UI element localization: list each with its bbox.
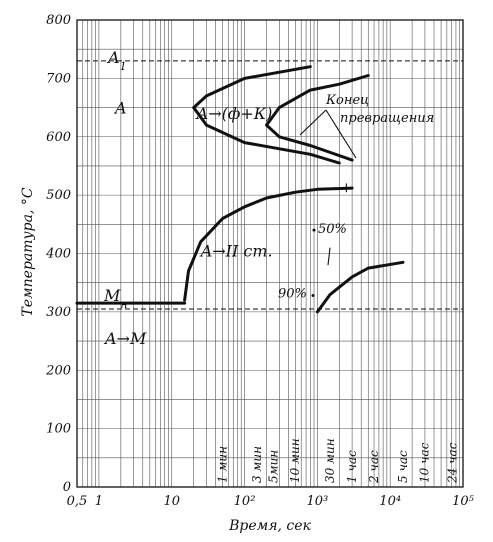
- region-label-martensite: A→M: [103, 329, 147, 348]
- annotation-50: 50%: [318, 222, 347, 237]
- time-label: 10 час: [418, 442, 432, 483]
- x-tick-label: 0,5: [67, 494, 88, 509]
- annotation-leader: [325, 109, 357, 159]
- time-label: 5 час: [396, 450, 410, 483]
- time-label: 1 мин: [215, 446, 229, 483]
- y-tick-label: 700: [46, 71, 71, 86]
- y-tick-label: 600: [46, 130, 71, 145]
- annotation-leader: [299, 109, 327, 136]
- region-label-bainite: A→II ст.: [199, 241, 273, 260]
- x-tick-label: 10: [163, 494, 180, 509]
- time-label: 10 мин: [288, 438, 302, 483]
- annotation-90: 90%: [278, 286, 307, 301]
- curve-pearlite-end: [265, 74, 370, 162]
- annotation-dot: [312, 228, 316, 232]
- time-label: 2 час: [367, 450, 381, 484]
- label-a1: A1: [106, 48, 127, 73]
- time-label: 1 час: [345, 450, 359, 483]
- time-label: 3 мин: [250, 446, 264, 483]
- y-tick-label: 100: [46, 422, 71, 437]
- region-label-pearlite: A→(ф+К): [195, 104, 273, 123]
- y-tick-label: 0: [63, 480, 71, 495]
- y-axis-label: Температура, °С: [20, 187, 36, 316]
- x-axis-label: Время, сек: [228, 518, 311, 534]
- time-label: 30 мин: [323, 438, 337, 483]
- annotations: A A→(ф+К) A→II ст. A→M Конец превращения 50% 90…: [103, 93, 434, 348]
- annotation-leader: [327, 247, 331, 266]
- plot-frame: [76, 19, 464, 488]
- y-tick-label: 400: [45, 247, 71, 262]
- y-tick-label: 500: [46, 188, 71, 203]
- curve-bainite-end: [315, 260, 405, 314]
- y-tick-label: 200: [45, 363, 71, 378]
- region-label-austenite: A: [113, 98, 127, 117]
- annotation-dot: [311, 294, 315, 298]
- y-tick-label: 800: [46, 13, 71, 28]
- time-label: 24 час: [445, 442, 459, 484]
- curves: [75, 65, 405, 314]
- x-tick-label: 10⁵: [452, 494, 475, 509]
- grid-lines: [76, 20, 463, 487]
- x-tick-label: 1: [95, 494, 103, 509]
- x-tick-label: 10³: [306, 494, 328, 509]
- tick-labels: 0 100 200 300 400 500 600 700 800 0,5 1 10 10² 10³ 10⁴…: [45, 13, 474, 509]
- time-label: 5мин: [266, 450, 280, 483]
- annotation-end-line-1: Конец: [325, 93, 369, 108]
- x-tick-label: 10²: [234, 494, 256, 509]
- label-a1-subscript: 1: [120, 59, 127, 72]
- y-tick-label: 300: [46, 305, 71, 320]
- curve-pearlite-start: [192, 65, 341, 165]
- annotation-end-line-2: превращения: [340, 111, 434, 126]
- curve-bainite-start: [183, 186, 354, 302]
- label-mn: Mн: [103, 286, 128, 311]
- x-tick-label: 10⁴: [379, 494, 401, 509]
